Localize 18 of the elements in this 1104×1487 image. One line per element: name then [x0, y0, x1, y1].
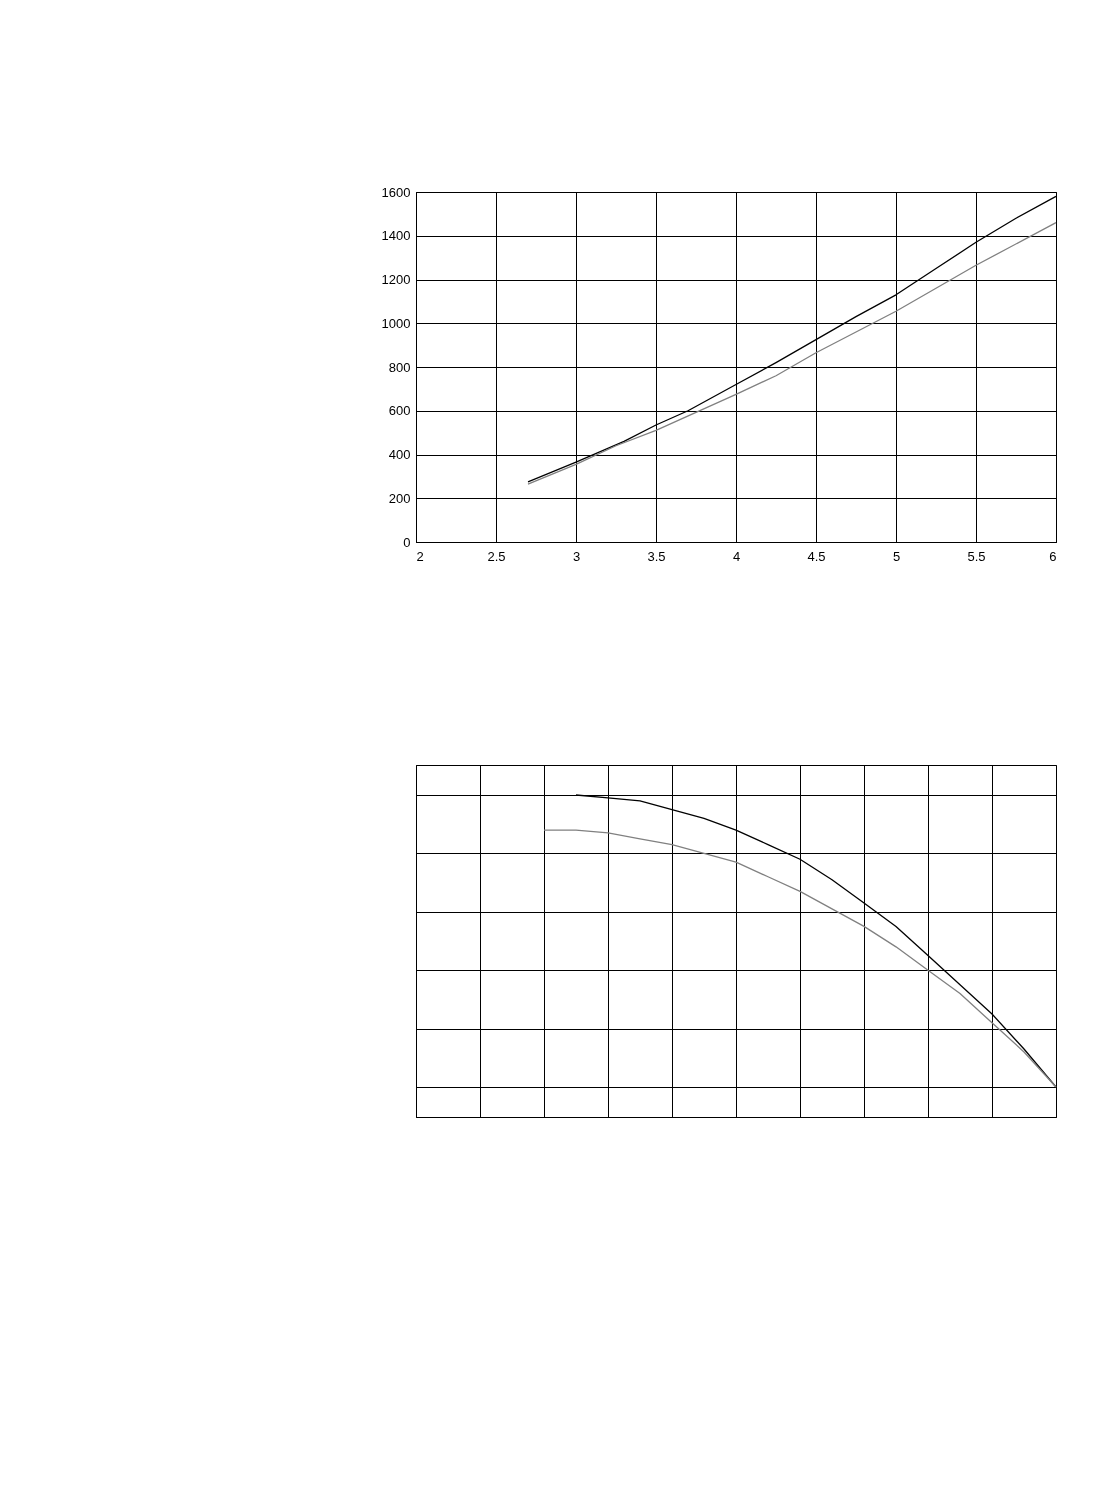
x-tick-label: 5: [892, 548, 901, 564]
x-tick-label: 6: [1049, 548, 1057, 564]
x-tick-label: 3.5: [647, 548, 666, 564]
x-tick-label: 5.5: [967, 548, 986, 564]
y-tick-label: 400: [388, 447, 411, 462]
y-tick-label: 1400: [381, 228, 411, 244]
y-tick-label: 800: [388, 359, 411, 375]
y-tick-label: 0: [403, 534, 411, 550]
y-tick-label: 600: [388, 403, 411, 419]
x-tick-label: 4: [732, 548, 741, 564]
y-tick-label: 1200: [381, 272, 411, 287]
y-tick-label: 1000: [381, 315, 411, 331]
x-tick-label: 2.5: [487, 548, 506, 564]
y-tick-label: 200: [388, 490, 411, 506]
x-tick-label: 2: [416, 548, 424, 564]
x-tick-label: 4.5: [807, 548, 826, 564]
x-tick-label: 3: [572, 548, 581, 564]
y-tick-label: 1600: [381, 184, 411, 200]
